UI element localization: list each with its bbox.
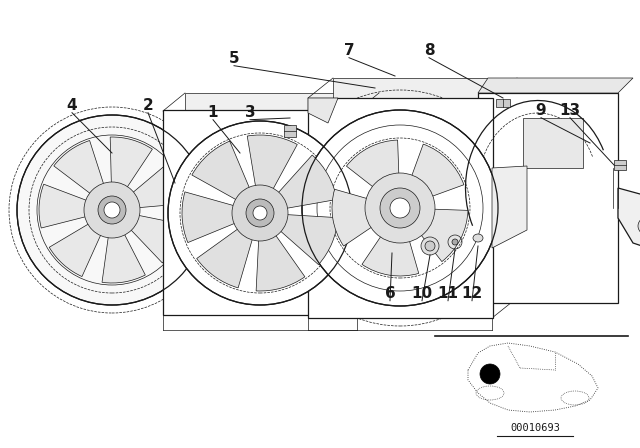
Circle shape bbox=[98, 196, 126, 224]
Circle shape bbox=[302, 110, 498, 306]
Text: 7: 7 bbox=[344, 43, 355, 57]
Wedge shape bbox=[54, 141, 105, 196]
Bar bbox=[308, 98, 493, 318]
Wedge shape bbox=[102, 230, 145, 283]
Wedge shape bbox=[346, 140, 399, 191]
Wedge shape bbox=[39, 184, 90, 228]
Circle shape bbox=[480, 364, 500, 384]
Wedge shape bbox=[256, 234, 305, 291]
Circle shape bbox=[246, 199, 274, 227]
Text: 00010693: 00010693 bbox=[510, 423, 560, 433]
Polygon shape bbox=[308, 98, 338, 123]
Circle shape bbox=[425, 241, 435, 251]
Circle shape bbox=[253, 206, 267, 220]
Wedge shape bbox=[417, 209, 468, 262]
Ellipse shape bbox=[638, 215, 640, 237]
Circle shape bbox=[232, 185, 288, 241]
Wedge shape bbox=[332, 189, 377, 246]
Bar bbox=[284, 125, 296, 137]
Text: 12: 12 bbox=[461, 285, 483, 301]
Circle shape bbox=[421, 237, 439, 255]
Circle shape bbox=[84, 182, 140, 238]
Bar bbox=[496, 99, 510, 107]
Text: 3: 3 bbox=[244, 104, 255, 120]
Wedge shape bbox=[196, 228, 253, 288]
Text: 5: 5 bbox=[228, 51, 239, 65]
Circle shape bbox=[168, 121, 352, 305]
Bar bbox=[478, 93, 618, 303]
Polygon shape bbox=[618, 188, 640, 253]
Wedge shape bbox=[130, 163, 185, 208]
Bar bbox=[163, 110, 358, 315]
Text: 4: 4 bbox=[67, 98, 77, 112]
Text: 8: 8 bbox=[424, 43, 435, 57]
Polygon shape bbox=[357, 197, 402, 270]
Text: 10: 10 bbox=[412, 285, 433, 301]
Polygon shape bbox=[185, 93, 379, 297]
Circle shape bbox=[390, 198, 410, 218]
Polygon shape bbox=[492, 166, 527, 248]
Ellipse shape bbox=[473, 234, 483, 242]
Bar bbox=[523, 118, 583, 168]
Wedge shape bbox=[410, 144, 464, 198]
Circle shape bbox=[365, 173, 435, 243]
Wedge shape bbox=[182, 192, 236, 242]
Wedge shape bbox=[362, 231, 419, 276]
Wedge shape bbox=[192, 141, 250, 200]
Text: 13: 13 bbox=[559, 103, 580, 117]
Wedge shape bbox=[280, 215, 338, 265]
Wedge shape bbox=[247, 135, 298, 190]
Polygon shape bbox=[478, 78, 633, 93]
Text: 9: 9 bbox=[536, 103, 547, 117]
Text: 1: 1 bbox=[208, 104, 218, 120]
Bar bbox=[614, 160, 626, 170]
Text: 6: 6 bbox=[385, 285, 396, 301]
Wedge shape bbox=[110, 137, 152, 191]
Circle shape bbox=[452, 239, 458, 245]
Wedge shape bbox=[49, 222, 102, 276]
Circle shape bbox=[17, 115, 207, 305]
Text: 11: 11 bbox=[438, 285, 458, 301]
Circle shape bbox=[104, 202, 120, 218]
Wedge shape bbox=[128, 215, 184, 263]
Wedge shape bbox=[277, 155, 337, 208]
Text: 2: 2 bbox=[143, 98, 154, 112]
Circle shape bbox=[380, 188, 420, 228]
Polygon shape bbox=[333, 78, 517, 298]
